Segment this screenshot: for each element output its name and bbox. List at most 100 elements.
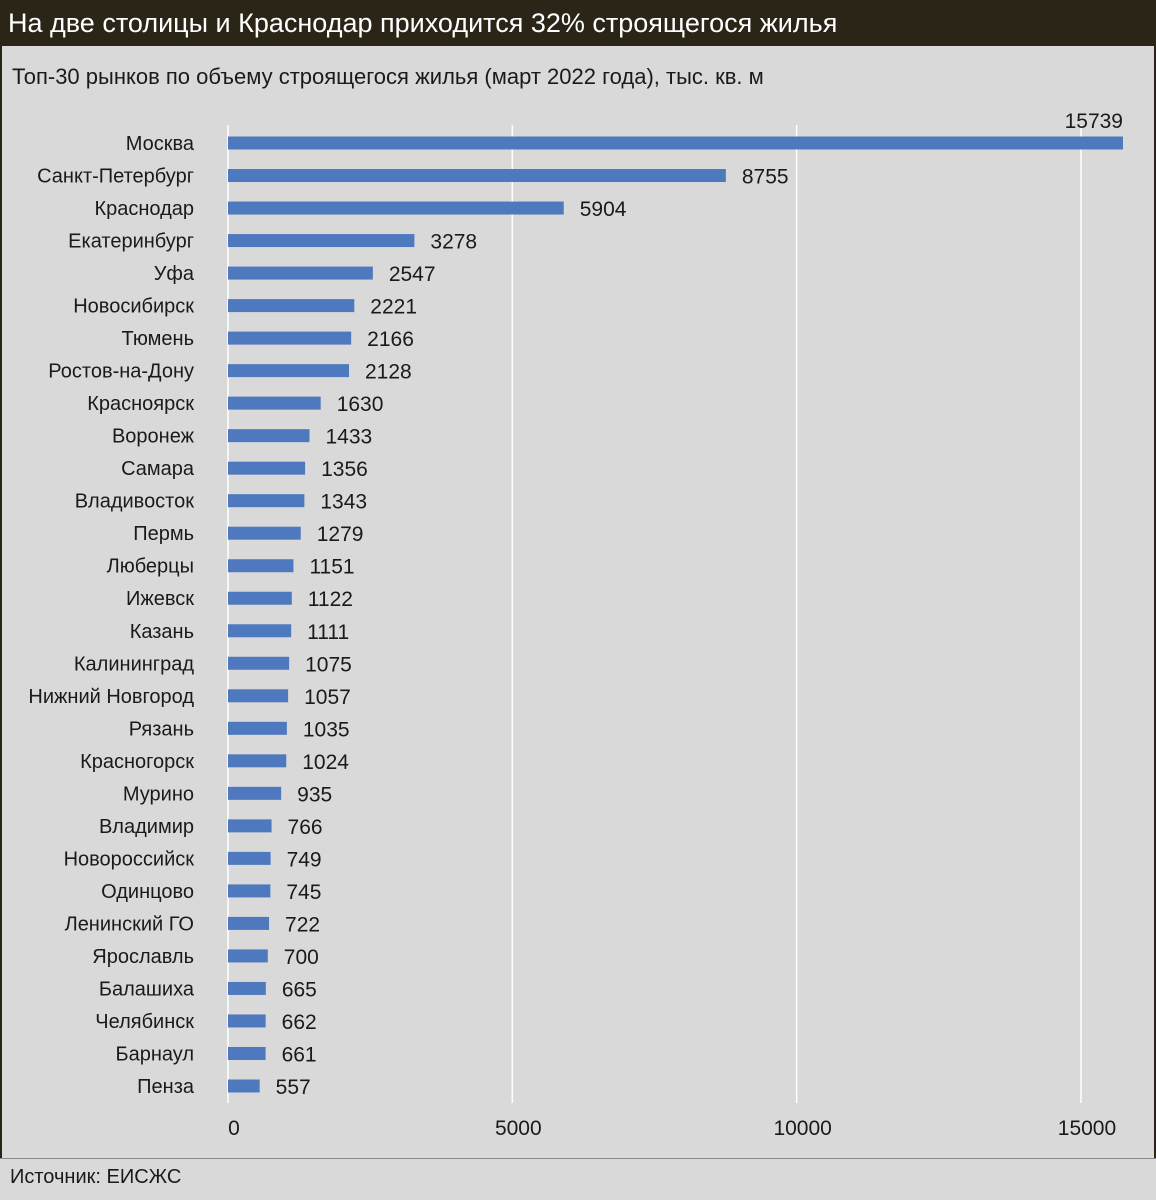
bar (228, 689, 289, 703)
bar (228, 1014, 266, 1028)
grid-lines (227, 125, 1082, 1103)
category-label: Балашиха (99, 978, 195, 1000)
data-label: 661 (282, 1043, 317, 1066)
data-label: 1433 (325, 426, 372, 449)
data-label: 1075 (305, 653, 352, 676)
bar (228, 201, 564, 215)
category-label: Ярославль (92, 946, 194, 968)
data-label: 3278 (430, 231, 477, 254)
chart-title: На две столицы и Краснодар приходится 32… (0, 0, 1156, 46)
category-label: Пермь (133, 523, 194, 545)
data-label: 1356 (321, 458, 368, 481)
category-label: Рязань (129, 718, 194, 740)
data-label: 749 (287, 848, 322, 871)
category-label: Новосибирск (73, 296, 194, 318)
data-label: 2221 (370, 296, 417, 319)
bar (228, 1079, 260, 1093)
data-label: 766 (288, 816, 323, 839)
bar (228, 526, 301, 540)
bar (228, 949, 268, 963)
category-label: Пенза (137, 1076, 195, 1098)
category-label: Тюмень (122, 328, 194, 350)
data-label: 2166 (367, 328, 414, 351)
bar (228, 851, 271, 865)
chart-subtitle: Топ-30 рынков по объему строящегося жиль… (12, 64, 764, 89)
category-label: Красногорск (80, 751, 194, 773)
data-label: 1024 (302, 751, 349, 774)
bar (228, 234, 415, 248)
data-label: 662 (282, 1011, 317, 1034)
bar (228, 364, 350, 378)
data-label: 1057 (304, 686, 351, 709)
data-label: 1630 (337, 393, 384, 416)
data-label: 2547 (389, 263, 436, 286)
category-label: Санкт-Петербург (37, 166, 194, 188)
data-label: 665 (282, 978, 317, 1001)
bar (228, 136, 1123, 150)
data-label: 8755 (742, 166, 789, 189)
bar (228, 884, 271, 898)
data-label: 1111 (307, 621, 349, 644)
source-note: Источник: ЕИСЖС (10, 1166, 182, 1188)
bar (228, 721, 287, 735)
category-label: Екатеринбург (68, 231, 194, 253)
bar (228, 1046, 266, 1060)
bar (228, 396, 321, 410)
data-label: 2128 (365, 361, 412, 384)
data-label: 1279 (317, 523, 364, 546)
category-label: Нижний Новгород (28, 686, 194, 708)
x-axis-ticks: 0 5000 10000 15000 (228, 1117, 1116, 1140)
data-label: 1151 (309, 556, 354, 579)
bar (228, 754, 287, 768)
data-label: 700 (284, 946, 319, 969)
category-label: Ижевск (126, 588, 194, 610)
category-label: Уфа (154, 263, 195, 285)
category-label: Владивосток (75, 491, 195, 513)
bar (228, 461, 306, 475)
bar (228, 169, 726, 183)
category-label: Москва (126, 133, 195, 155)
data-label: 745 (286, 881, 321, 904)
category-label: Люберцы (107, 556, 194, 578)
category-label: Ростов-на-Дону (48, 361, 194, 383)
value-labels: 15739 8755 5904 3278 2547 2221 2166 2128 1630 143… (276, 110, 1123, 1099)
bar (228, 591, 292, 605)
data-label: 5904 (580, 198, 627, 221)
x-tick-label: 0 (228, 1117, 240, 1140)
data-label: 557 (276, 1076, 311, 1099)
x-tick-label: 15000 (1058, 1117, 1116, 1140)
bar (228, 786, 282, 800)
source-bar (0, 1158, 1156, 1200)
bar-chart: Москва Санкт-Петербург Краснодар Екатеринбу… (28, 110, 1123, 1140)
bar (228, 819, 272, 833)
data-label: 1035 (303, 718, 350, 741)
category-label: Челябинск (95, 1011, 194, 1033)
category-label: Новороссийск (64, 848, 195, 870)
category-label: Красноярск (87, 393, 194, 415)
category-label: Калининград (74, 653, 194, 675)
bar (228, 299, 355, 313)
x-tick-label: 5000 (495, 1117, 542, 1140)
category-label: Мурино (123, 783, 194, 805)
category-label: Одинцово (101, 881, 194, 903)
bar (228, 624, 292, 638)
category-label: Владимир (99, 816, 194, 838)
bar (228, 916, 270, 930)
bar (228, 559, 294, 573)
category-label: Казань (130, 621, 194, 643)
bar (228, 981, 266, 995)
bar (228, 494, 305, 508)
bar (228, 656, 290, 670)
data-label: 935 (297, 783, 332, 806)
category-label: Ленинский ГО (65, 913, 194, 935)
data-label: 1343 (320, 491, 367, 514)
category-label: Самара (121, 458, 195, 480)
category-label: Воронеж (112, 426, 195, 448)
data-label: 1122 (308, 588, 353, 611)
x-tick-label: 10000 (773, 1117, 831, 1140)
category-label: Краснодар (94, 198, 194, 220)
bar (228, 331, 352, 345)
bars (228, 136, 1123, 1093)
bar (228, 266, 373, 280)
